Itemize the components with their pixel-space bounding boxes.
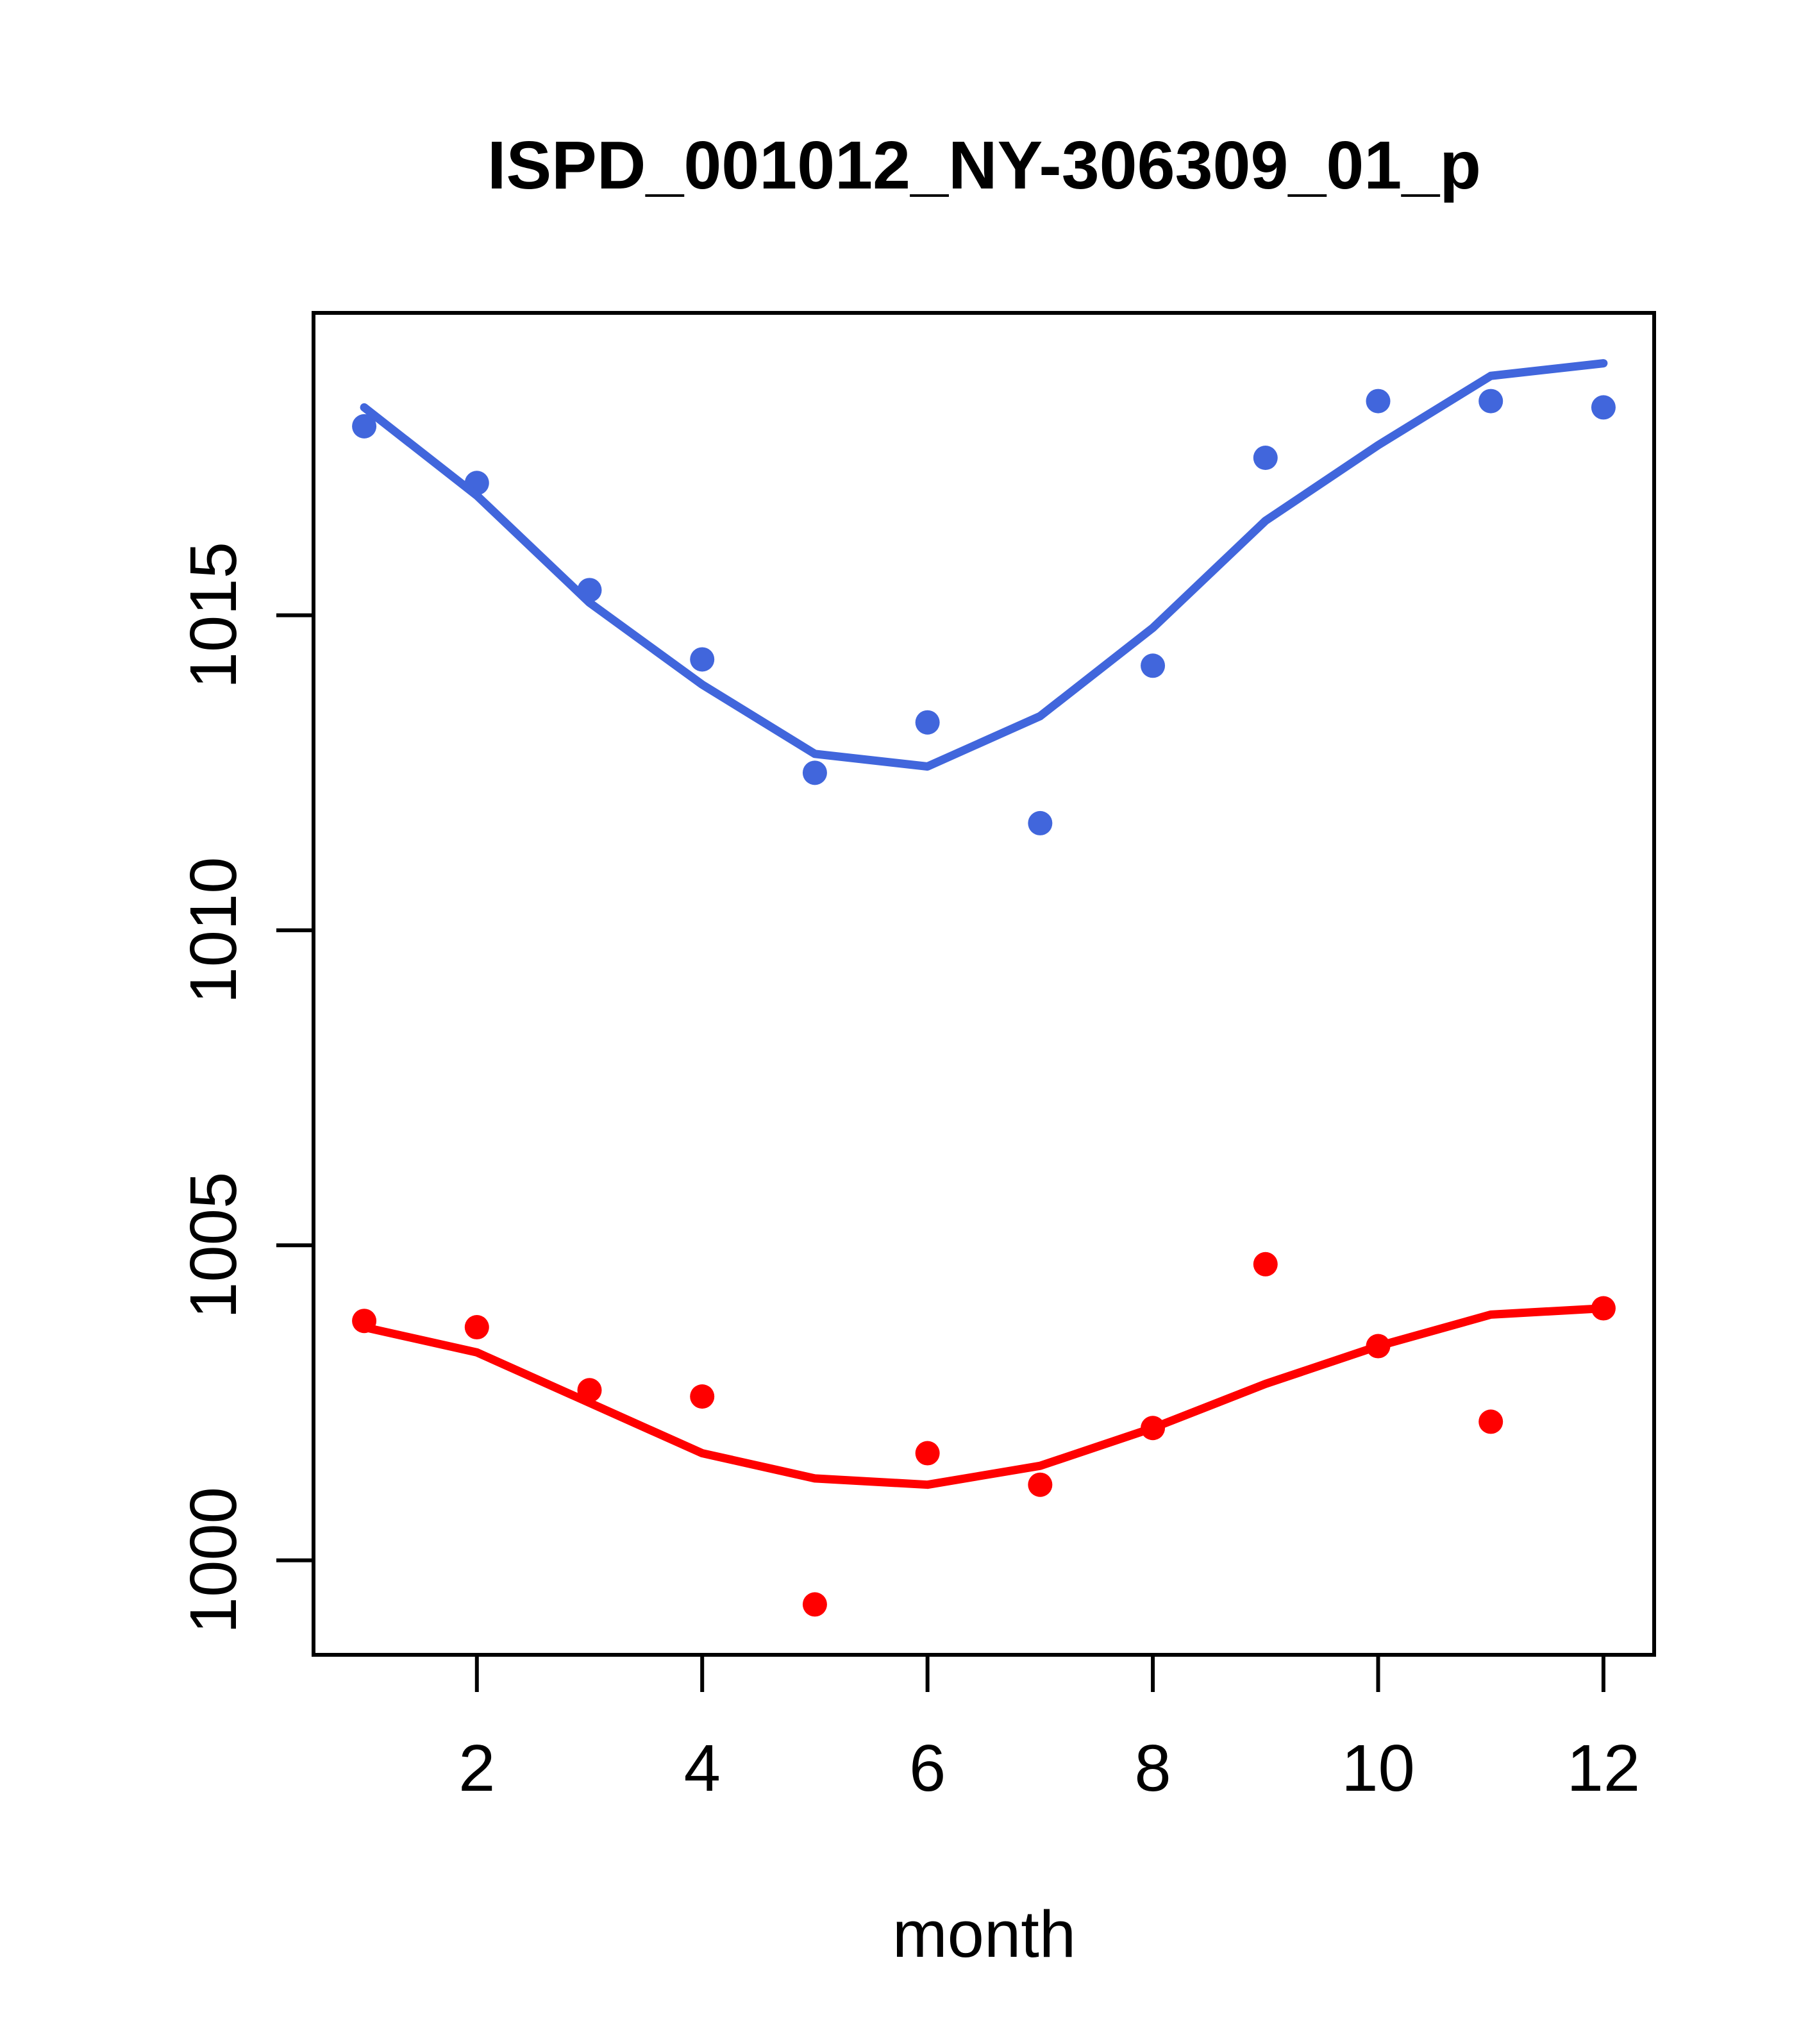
blue-data-point xyxy=(690,647,715,672)
x-tick-label: 8 xyxy=(1134,1731,1171,1805)
x-tick-label: 4 xyxy=(684,1731,721,1805)
x-tick-label: 6 xyxy=(909,1731,946,1805)
blue-smooth-line xyxy=(360,359,1608,771)
red-data-point xyxy=(690,1384,715,1409)
blue-data-point xyxy=(1028,810,1053,835)
blue-data-point xyxy=(1591,395,1616,420)
x-tick-label: 12 xyxy=(1567,1731,1641,1805)
red-data-point xyxy=(464,1315,489,1340)
red-data-point xyxy=(802,1592,827,1617)
blue-data-point xyxy=(1478,389,1503,414)
x-tick-label: 10 xyxy=(1341,1731,1415,1805)
blue-data-point xyxy=(352,414,377,439)
y-tick-label: 1015 xyxy=(176,542,250,689)
chart-title: ISPD_001012_NY-306309_01_p xyxy=(487,128,1481,203)
red-data-point xyxy=(1028,1472,1053,1497)
x-axis-title: month xyxy=(892,1897,1076,1971)
blue-data-point xyxy=(802,760,827,785)
blue-data-point xyxy=(915,710,940,735)
y-tick-label: 1000 xyxy=(176,1487,250,1634)
blue-data-point xyxy=(1141,653,1166,678)
red-smooth-line xyxy=(360,1304,1608,1489)
red-data-point xyxy=(1478,1409,1503,1434)
blue-data-point xyxy=(1253,446,1278,471)
x-tick-label: 2 xyxy=(458,1731,495,1805)
plot-border xyxy=(312,311,1656,1657)
red-data-point xyxy=(1253,1252,1278,1277)
blue-data-point xyxy=(1366,389,1391,414)
red-data-point xyxy=(915,1441,940,1466)
y-tick-label: 1010 xyxy=(176,857,250,1003)
y-tick-label: 1005 xyxy=(176,1172,250,1319)
